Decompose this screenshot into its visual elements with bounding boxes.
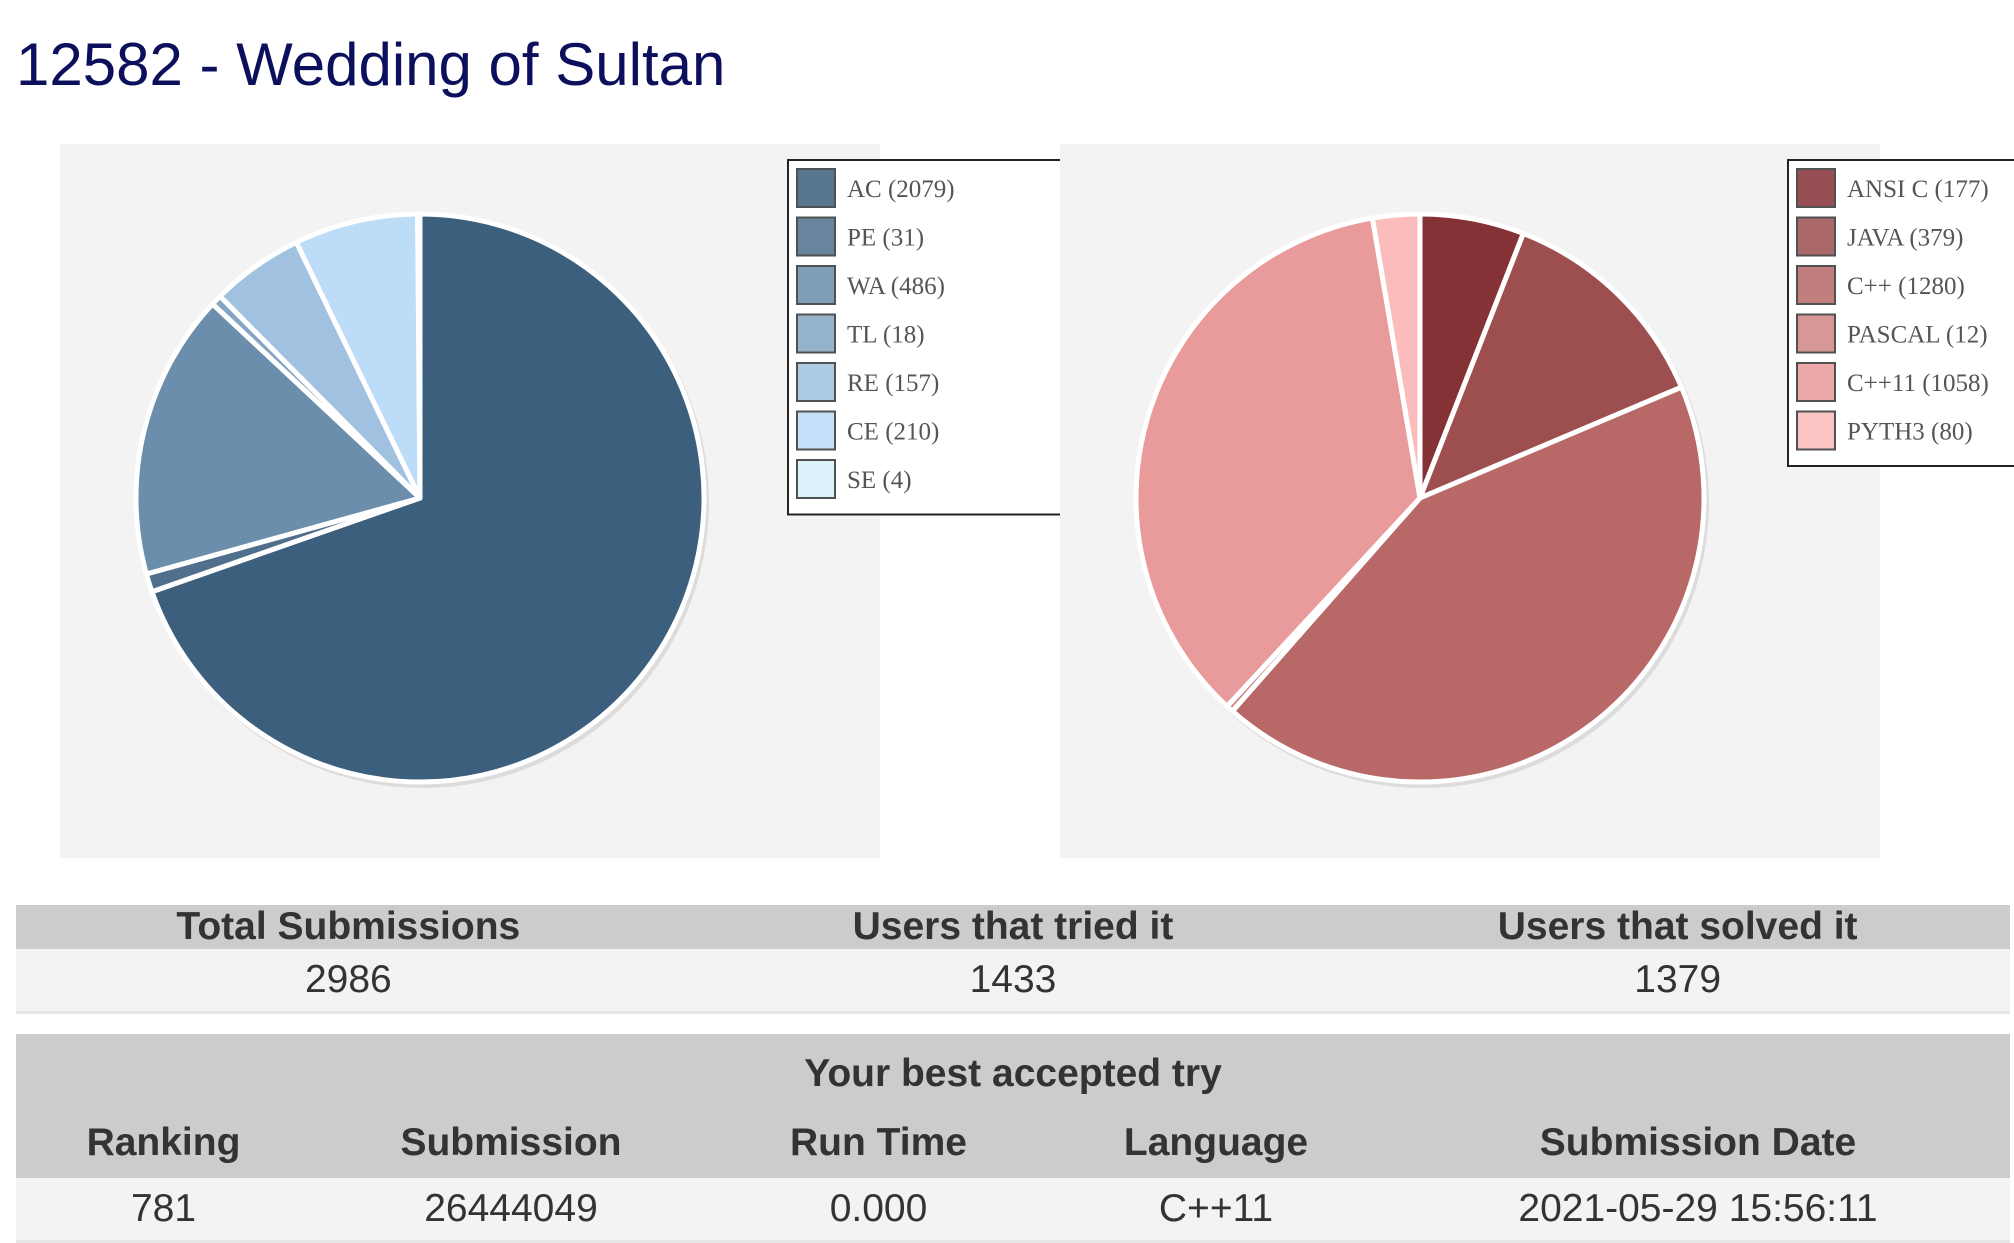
verdict-legend-label-ce: CE (210) bbox=[847, 419, 939, 446]
best-try-value-row: 781 26444049 0.000 C++11 2021-05-29 15:5… bbox=[16, 1178, 2010, 1243]
submission-header: Submission bbox=[311, 1108, 711, 1178]
ranking-header: Ranking bbox=[16, 1108, 311, 1178]
verdict-legend: AC (2079) PE (31) WA (486) TL (18) RE (157) C… bbox=[787, 159, 1075, 516]
verdict-legend-swatch-wa bbox=[796, 265, 836, 305]
language-legend-label-cpp: C++ (1280) bbox=[1847, 273, 1965, 300]
statistics-value-row: 2986 1433 1379 bbox=[16, 949, 2010, 1014]
language-legend-label-ansi-c: ANSI C (177) bbox=[1847, 176, 1989, 203]
verdict-legend-swatch-tl bbox=[796, 313, 836, 354]
verdict-pie-slices bbox=[133, 211, 709, 788]
total-submissions-value: 2986 bbox=[16, 949, 681, 1014]
best-try-caption: Your best accepted try bbox=[16, 1034, 2010, 1108]
language-legend-swatch-ansi-c bbox=[1796, 168, 1836, 208]
verdict-legend-label-wa: WA (486) bbox=[847, 273, 945, 300]
verdict-legend-label-pe: PE (31) bbox=[847, 225, 924, 252]
page-title: 12582 - Wedding of Sultan bbox=[16, 31, 726, 98]
language-legend-swatch-java bbox=[1796, 216, 1836, 257]
best-try-caption-row: Your best accepted try bbox=[16, 1034, 2010, 1108]
language-legend-label-java: JAVA (379) bbox=[1847, 225, 1963, 252]
verdict-chart: AC (2079) PE (31) WA (486) TL (18) RE (157) C… bbox=[0, 138, 1080, 858]
run-time-header: Run Time bbox=[711, 1108, 1046, 1178]
best-try-header-row: Ranking Submission Run Time Language Sub… bbox=[16, 1108, 2010, 1178]
users-tried-header: Users that tried it bbox=[680, 905, 1346, 949]
statistics-header-row: Total Submissions Users that tried it Us… bbox=[16, 905, 2010, 949]
language-pie-slices bbox=[1133, 211, 1709, 788]
ranking-value: 781 bbox=[16, 1178, 311, 1243]
best-try-table: Your best accepted try Ranking Submissio… bbox=[16, 1034, 2010, 1243]
verdict-slice-se bbox=[415, 211, 423, 501]
language-legend-label-cpp11: C++11 (1058) bbox=[1847, 370, 1989, 397]
verdict-pie-outline bbox=[134, 212, 706, 784]
verdict-legend-swatch-pe bbox=[796, 216, 836, 257]
language-chart: ANSI C (177) JAVA (379) C++ (1280) PASCAL (… bbox=[1000, 138, 2014, 858]
language-legend-label-pyth3: PYTH3 (80) bbox=[1847, 419, 1973, 446]
language-pie-chart: ANSI C (177) JAVA (379) C++ (1280) PASCAL (… bbox=[1060, 144, 2014, 858]
language-legend-label-pascal: PASCAL (12) bbox=[1847, 322, 1988, 349]
verdict-pie-chart: AC (2079) PE (31) WA (486) TL (18) RE (157) C… bbox=[60, 144, 1075, 858]
language-value: C++11 bbox=[1046, 1178, 1386, 1243]
submission-date-value: 2021-05-29 15:56:11 bbox=[1386, 1178, 2010, 1243]
statistics-table: Total Submissions Users that tried it Us… bbox=[16, 905, 2010, 1014]
language-legend: ANSI C (177) JAVA (379) C++ (1280) PASCAL (… bbox=[1787, 159, 2014, 467]
language-header: Language bbox=[1046, 1108, 1386, 1178]
users-tried-value: 1433 bbox=[680, 949, 1346, 1014]
verdict-legend-swatch-se bbox=[796, 459, 836, 499]
verdict-legend-swatch-re bbox=[796, 362, 836, 402]
verdict-legend-label-re: RE (157) bbox=[847, 370, 939, 397]
total-submissions-header: Total Submissions bbox=[16, 905, 681, 949]
verdict-legend-label-se: SE (4) bbox=[847, 467, 912, 494]
language-pie-outline bbox=[1134, 212, 1706, 784]
language-legend-swatch-pascal bbox=[1796, 313, 1836, 354]
users-solved-header: Users that solved it bbox=[1345, 905, 2010, 949]
submission-date-header: Submission Date bbox=[1386, 1108, 2010, 1178]
language-legend-swatch-cpp11 bbox=[1796, 362, 1836, 402]
verdict-legend-label-tl: TL (18) bbox=[847, 322, 925, 349]
verdict-legend-swatch-ac bbox=[796, 168, 836, 208]
language-legend-swatch-pyth3 bbox=[1796, 410, 1836, 451]
users-solved-value: 1379 bbox=[1345, 949, 2010, 1014]
language-legend-swatch-cpp bbox=[1796, 265, 1836, 305]
submission-value[interactable]: 26444049 bbox=[311, 1178, 711, 1243]
verdict-legend-swatch-ce bbox=[796, 410, 836, 451]
verdict-legend-label-ac: AC (2079) bbox=[847, 176, 955, 203]
run-time-value: 0.000 bbox=[711, 1178, 1046, 1243]
